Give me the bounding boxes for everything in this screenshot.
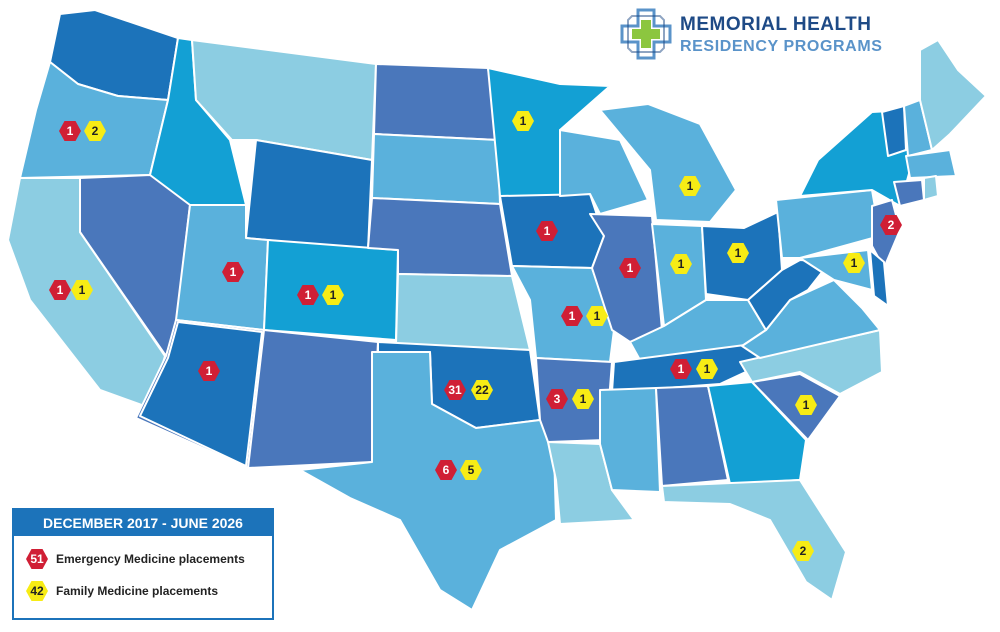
badge-ohio-fm: 1 xyxy=(727,243,749,263)
badge-michigan-fm: 1 xyxy=(679,176,701,196)
state-georgia xyxy=(707,381,807,485)
state-rhode-island xyxy=(923,175,939,201)
badge-missouri-em: 1 xyxy=(561,306,583,326)
state-connecticut xyxy=(893,179,925,207)
state-maine xyxy=(919,39,987,151)
badge-oregon-em: 1 xyxy=(59,121,81,141)
brand-subtitle: RESIDENCY PROGRAMS xyxy=(680,38,883,55)
brand-logo: MEMORIAL HEALTH RESIDENCY PROGRAMS xyxy=(618,6,918,62)
badge-minnesota-fm: 1 xyxy=(512,111,534,131)
badge-arkansas-fm: 1 xyxy=(572,389,594,409)
state-kansas xyxy=(395,273,531,351)
badge-tennessee-em: 1 xyxy=(670,359,692,379)
state-south-carolina xyxy=(751,373,841,441)
legend-fm-badge: 42 xyxy=(26,581,48,601)
state-vermont xyxy=(881,105,907,157)
state-florida xyxy=(661,479,847,601)
badge-california-em: 1 xyxy=(49,280,71,300)
state-south-dakota xyxy=(371,133,501,205)
state-delaware xyxy=(869,249,889,307)
badge-texas-em: 6 xyxy=(435,460,457,480)
state-mississippi xyxy=(599,387,661,493)
legend-em-label: Emergency Medicine placements xyxy=(56,552,245,566)
badge-maryland-fm: 1 xyxy=(843,253,865,273)
state-alabama xyxy=(655,385,729,487)
badge-colorado-em: 1 xyxy=(297,285,319,305)
state-massachusetts xyxy=(905,149,957,179)
badge-arizona-em: 1 xyxy=(198,361,220,381)
legend-row-em: 51 Emergency Medicine placements xyxy=(26,548,245,570)
state-wyoming xyxy=(245,139,373,251)
badge-california-fm: 1 xyxy=(71,280,93,300)
state-new-mexico xyxy=(247,329,379,469)
badge-iowa-em: 1 xyxy=(536,221,558,241)
badge-oklahoma-fm: 22 xyxy=(471,380,493,400)
state-texas xyxy=(299,351,557,611)
state-arizona xyxy=(139,321,263,467)
badge-new-jersey-em: 2 xyxy=(880,215,902,235)
badge-arkansas-em: 3 xyxy=(546,389,568,409)
badge-oregon-fm: 2 xyxy=(84,121,106,141)
badge-tennessee-fm: 1 xyxy=(696,359,718,379)
badge-missouri-fm: 1 xyxy=(586,306,608,326)
state-north-dakota xyxy=(373,63,499,141)
badge-utah-em: 1 xyxy=(222,262,244,282)
badge-illinois-em: 1 xyxy=(619,258,641,278)
legend-period: DECEMBER 2017 - JUNE 2026 xyxy=(14,510,272,536)
legend-em-badge: 51 xyxy=(26,549,48,569)
badge-oklahoma-em: 31 xyxy=(444,380,466,400)
state-pennsylvania xyxy=(775,189,881,259)
state-michigan xyxy=(599,103,737,223)
state-west-virginia xyxy=(747,259,831,331)
medical-cross-icon xyxy=(620,8,672,60)
badge-colorado-fm: 1 xyxy=(322,285,344,305)
legend-fm-label: Family Medicine placements xyxy=(56,584,219,598)
badge-florida-fm: 2 xyxy=(792,541,814,561)
badge-indiana-fm: 1 xyxy=(670,254,692,274)
badge-texas-fm: 5 xyxy=(460,460,482,480)
legend: DECEMBER 2017 - JUNE 2026 51 Emergency M… xyxy=(12,508,274,620)
badge-south-carolina-fm: 1 xyxy=(795,395,817,415)
brand-title: MEMORIAL HEALTH xyxy=(680,14,872,35)
legend-row-fm: 42 Family Medicine placements xyxy=(26,580,218,602)
